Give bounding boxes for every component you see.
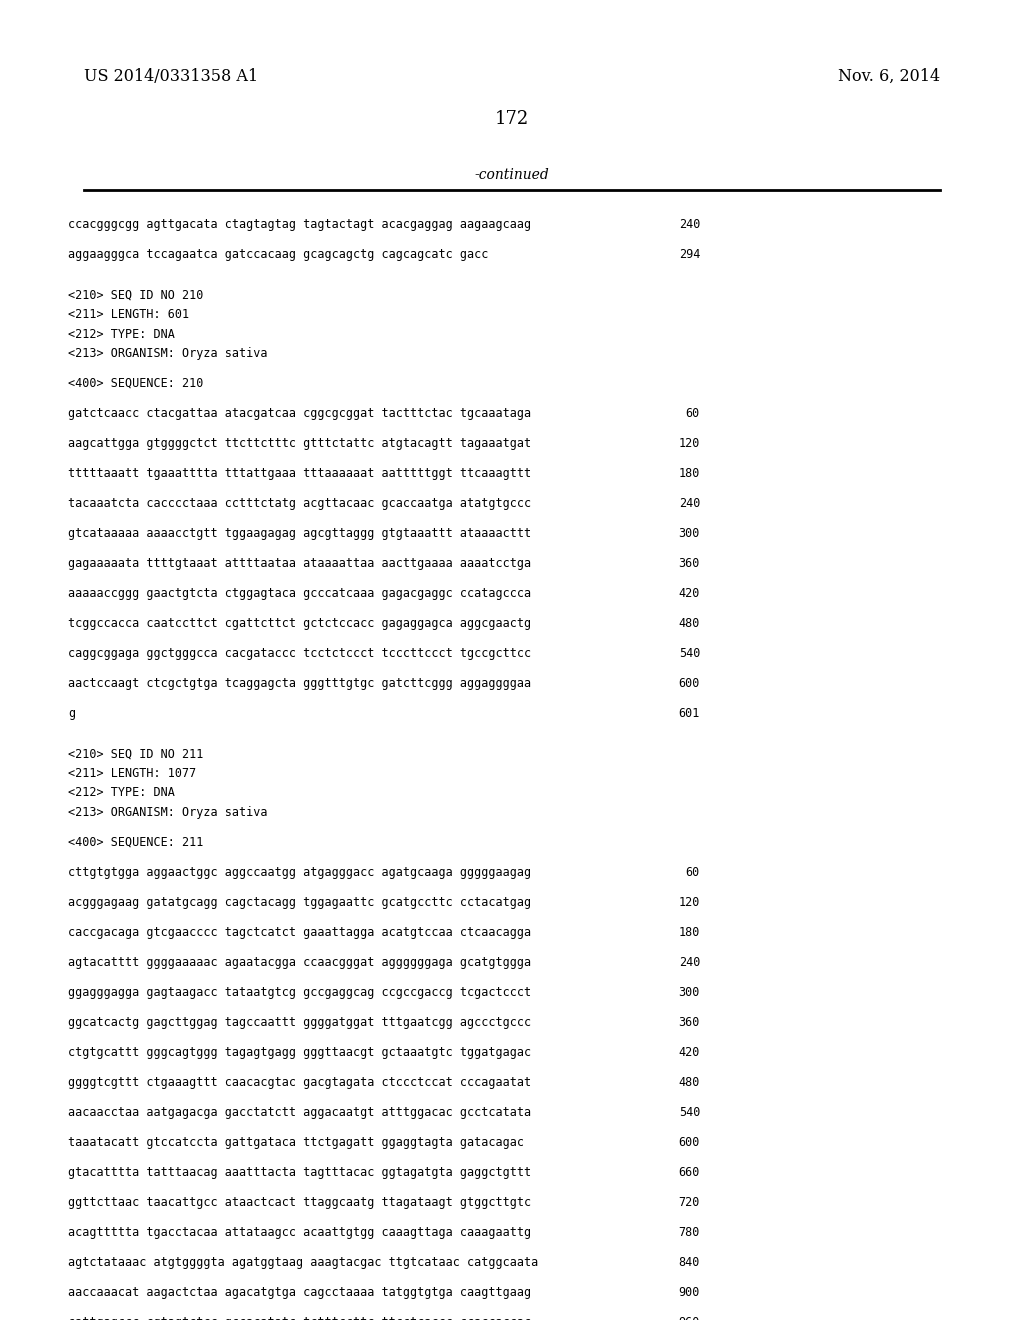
Text: acgggagaag gatatgcagg cagctacagg tggagaattc gcatgccttc cctacatgag: acgggagaag gatatgcagg cagctacagg tggagaa… — [68, 896, 531, 909]
Text: <211> LENGTH: 1077: <211> LENGTH: 1077 — [68, 767, 197, 780]
Text: 480: 480 — [679, 1076, 700, 1089]
Text: acagttttta tgacctacaa attataagcc acaattgtgg caaagttaga caaagaattg: acagttttta tgacctacaa attataagcc acaattg… — [68, 1226, 531, 1239]
Text: aaccaaacat aagactctaa agacatgtga cagcctaaaa tatggtgtga caagttgaag: aaccaaacat aagactctaa agacatgtga cagccta… — [68, 1286, 531, 1299]
Text: <213> ORGANISM: Oryza sativa: <213> ORGANISM: Oryza sativa — [68, 807, 267, 818]
Text: cattgagccc cgtagtctcc gccacatatc tctttccttc ttcctcaccc ccaccaccac: cattgagccc cgtagtctcc gccacatatc tctttcc… — [68, 1316, 531, 1320]
Text: gtacatttta tatttaacag aaatttacta tagtttacac ggtagatgta gaggctgttt: gtacatttta tatttaacag aaatttacta tagttta… — [68, 1166, 531, 1179]
Text: <213> ORGANISM: Oryza sativa: <213> ORGANISM: Oryza sativa — [68, 347, 267, 360]
Text: tacaaatcta cacccctaaa cctttctatg acgttacaac gcaccaatga atatgtgccc: tacaaatcta cacccctaaa cctttctatg acgttac… — [68, 498, 531, 510]
Text: tttttaaatt tgaaatttta tttattgaaa tttaaaaaat aatttttggt ttcaaagttt: tttttaaatt tgaaatttta tttattgaaa tttaaaa… — [68, 467, 531, 480]
Text: aaaaaccggg gaactgtcta ctggagtaca gcccatcaaa gagacgaggc ccatagccca: aaaaaccggg gaactgtcta ctggagtaca gcccatc… — [68, 587, 531, 601]
Text: agtctataaac atgtggggta agatggtaag aaagtacgac ttgtcataac catggcaata: agtctataaac atgtggggta agatggtaag aaagta… — [68, 1257, 539, 1269]
Text: <212> TYPE: DNA: <212> TYPE: DNA — [68, 327, 175, 341]
Text: cttgtgtgga aggaactggc aggccaatgg atgagggacc agatgcaaga gggggaagag: cttgtgtgga aggaactggc aggccaatgg atgaggg… — [68, 866, 531, 879]
Text: 360: 360 — [679, 557, 700, 570]
Text: 240: 240 — [679, 218, 700, 231]
Text: 60: 60 — [686, 866, 700, 879]
Text: 180: 180 — [679, 927, 700, 939]
Text: agtacatttt ggggaaaaac agaatacgga ccaacgggat aggggggaga gcatgtggga: agtacatttt ggggaaaaac agaatacgga ccaacgg… — [68, 956, 531, 969]
Text: 420: 420 — [679, 587, 700, 601]
Text: 294: 294 — [679, 248, 700, 261]
Text: ggggtcgttt ctgaaagttt caacacgtac gacgtagata ctccctccat cccagaatat: ggggtcgttt ctgaaagttt caacacgtac gacgtag… — [68, 1076, 531, 1089]
Text: taaatacatt gtccatccta gattgataca ttctgagatt ggaggtagta gatacagac: taaatacatt gtccatccta gattgataca ttctgag… — [68, 1137, 524, 1148]
Text: 840: 840 — [679, 1257, 700, 1269]
Text: <400> SEQUENCE: 210: <400> SEQUENCE: 210 — [68, 378, 204, 389]
Text: 600: 600 — [679, 677, 700, 690]
Text: g: g — [68, 708, 75, 719]
Text: aggaagggca tccagaatca gatccacaag gcagcagctg cagcagcatc gacc: aggaagggca tccagaatca gatccacaag gcagcag… — [68, 248, 488, 261]
Text: ggagggagga gagtaagacc tataatgtcg gccgaggcag ccgccgaccg tcgactccct: ggagggagga gagtaagacc tataatgtcg gccgagg… — [68, 986, 531, 999]
Text: tcggccacca caatccttct cgattcttct gctctccacc gagaggagca aggcgaactg: tcggccacca caatccttct cgattcttct gctctcc… — [68, 616, 531, 630]
Text: 900: 900 — [679, 1286, 700, 1299]
Text: <400> SEQUENCE: 211: <400> SEQUENCE: 211 — [68, 836, 204, 849]
Text: 960: 960 — [679, 1316, 700, 1320]
Text: 180: 180 — [679, 467, 700, 480]
Text: 780: 780 — [679, 1226, 700, 1239]
Text: aacaacctaa aatgagacga gacctatctt aggacaatgt atttggacac gcctcatata: aacaacctaa aatgagacga gacctatctt aggacaa… — [68, 1106, 531, 1119]
Text: caggcggaga ggctgggcca cacgataccc tcctctccct tcccttccct tgccgcttcc: caggcggaga ggctgggcca cacgataccc tcctctc… — [68, 647, 531, 660]
Text: <210> SEQ ID NO 211: <210> SEQ ID NO 211 — [68, 747, 204, 760]
Text: 300: 300 — [679, 527, 700, 540]
Text: ccacgggcgg agttgacata ctagtagtag tagtactagt acacgaggag aagaagcaag: ccacgggcgg agttgacata ctagtagtag tagtact… — [68, 218, 531, 231]
Text: 660: 660 — [679, 1166, 700, 1179]
Text: 420: 420 — [679, 1045, 700, 1059]
Text: aagcattgga gtggggctct ttcttctttc gtttctattc atgtacagtt tagaaatgat: aagcattgga gtggggctct ttcttctttc gtttcta… — [68, 437, 531, 450]
Text: -continued: -continued — [475, 168, 549, 182]
Text: 60: 60 — [686, 407, 700, 420]
Text: 601: 601 — [679, 708, 700, 719]
Text: 240: 240 — [679, 956, 700, 969]
Text: <211> LENGTH: 601: <211> LENGTH: 601 — [68, 308, 189, 321]
Text: 360: 360 — [679, 1016, 700, 1030]
Text: ggttcttaac taacattgcc ataactcact ttaggcaatg ttagataagt gtggcttgtc: ggttcttaac taacattgcc ataactcact ttaggca… — [68, 1196, 531, 1209]
Text: 240: 240 — [679, 498, 700, 510]
Text: <212> TYPE: DNA: <212> TYPE: DNA — [68, 787, 175, 800]
Text: 300: 300 — [679, 986, 700, 999]
Text: 600: 600 — [679, 1137, 700, 1148]
Text: 720: 720 — [679, 1196, 700, 1209]
Text: <210> SEQ ID NO 210: <210> SEQ ID NO 210 — [68, 289, 204, 301]
Text: ctgtgcattt gggcagtggg tagagtgagg gggttaacgt gctaaatgtc tggatgagac: ctgtgcattt gggcagtggg tagagtgagg gggttaa… — [68, 1045, 531, 1059]
Text: 120: 120 — [679, 896, 700, 909]
Text: aactccaagt ctcgctgtga tcaggagcta gggtttgtgc gatcttcggg aggaggggaa: aactccaagt ctcgctgtga tcaggagcta gggtttg… — [68, 677, 531, 690]
Text: caccgacaga gtcgaacccc tagctcatct gaaattagga acatgtccaa ctcaacagga: caccgacaga gtcgaacccc tagctcatct gaaatta… — [68, 927, 531, 939]
Text: ggcatcactg gagcttggag tagccaattt ggggatggat tttgaatcgg agccctgccc: ggcatcactg gagcttggag tagccaattt ggggatg… — [68, 1016, 531, 1030]
Text: gtcataaaaa aaaacctgtt tggaagagag agcgttaggg gtgtaaattt ataaaacttt: gtcataaaaa aaaacctgtt tggaagagag agcgtta… — [68, 527, 531, 540]
Text: 480: 480 — [679, 616, 700, 630]
Text: Nov. 6, 2014: Nov. 6, 2014 — [838, 69, 940, 84]
Text: 172: 172 — [495, 110, 529, 128]
Text: 540: 540 — [679, 1106, 700, 1119]
Text: 120: 120 — [679, 437, 700, 450]
Text: gatctcaacc ctacgattaa atacgatcaa cggcgcggat tactttctac tgcaaataga: gatctcaacc ctacgattaa atacgatcaa cggcgcg… — [68, 407, 531, 420]
Text: US 2014/0331358 A1: US 2014/0331358 A1 — [84, 69, 258, 84]
Text: 540: 540 — [679, 647, 700, 660]
Text: gagaaaaata ttttgtaaat attttaataa ataaaattaa aacttgaaaa aaaatcctga: gagaaaaata ttttgtaaat attttaataa ataaaat… — [68, 557, 531, 570]
